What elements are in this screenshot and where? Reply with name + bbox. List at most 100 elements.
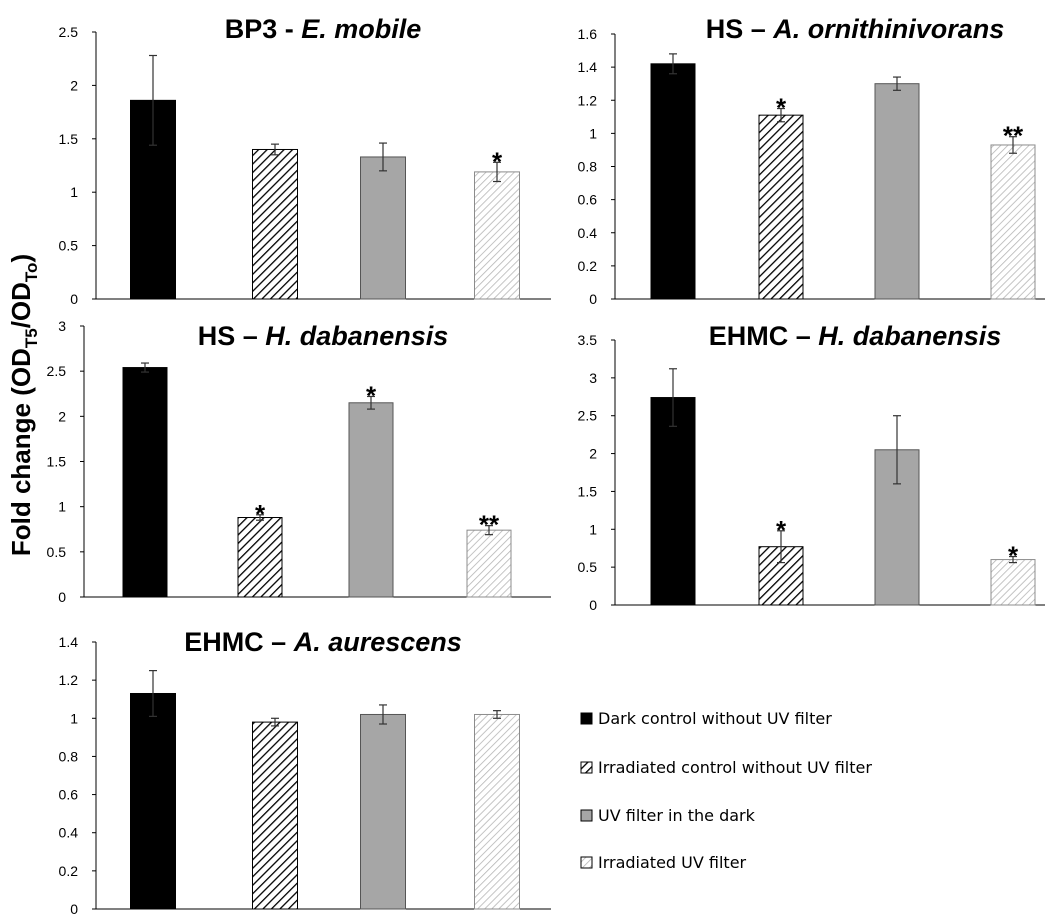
y-tick-label: 0.2 bbox=[59, 863, 79, 879]
bar-irradiated-uv-filter bbox=[474, 171, 520, 300]
error-bar bbox=[1009, 136, 1017, 154]
error-bar bbox=[141, 362, 149, 373]
significance-marker: * bbox=[255, 499, 266, 529]
bar-uv-filter-dark bbox=[874, 83, 920, 300]
y-tick-label: 1.2 bbox=[59, 672, 79, 688]
bar-irradiated-control bbox=[252, 148, 298, 300]
error-bar bbox=[893, 415, 901, 485]
bar-uv-filter-dark bbox=[348, 402, 394, 598]
y-tick-label: 0.4 bbox=[578, 225, 598, 241]
legend-item-irradiated-uv-filter: Irradiated UV filter bbox=[580, 853, 747, 872]
error-bar bbox=[256, 514, 264, 521]
bar-dark-control bbox=[130, 692, 176, 910]
bar-uv-filter-dark bbox=[360, 713, 406, 910]
bar-dark-control bbox=[650, 397, 696, 606]
y-tick-label: 2.5 bbox=[47, 363, 67, 379]
error-bar bbox=[367, 395, 375, 410]
y-tick-label: 0.6 bbox=[59, 787, 79, 803]
y-tick-label: 2.5 bbox=[59, 24, 79, 40]
panel-title: BP3 - E. mobile bbox=[225, 14, 422, 44]
panel-title: EHMC – A. aurescens bbox=[184, 627, 462, 657]
legend-label-uv-filter-dark: UV filter in the dark bbox=[598, 806, 756, 825]
y-tick-label: 3 bbox=[58, 318, 66, 334]
y-tick-label: 2 bbox=[589, 446, 597, 462]
y-tick-label: 0.5 bbox=[59, 238, 79, 254]
significance-marker: * bbox=[1008, 541, 1019, 571]
error-bar bbox=[379, 142, 387, 172]
panel-title: HS – A. ornithinivorans bbox=[706, 14, 1005, 44]
y-tick-label: 1 bbox=[70, 710, 78, 726]
legend-item-uv-filter-dark: UV filter in the dark bbox=[580, 806, 756, 825]
y-tick-label: 2 bbox=[70, 77, 78, 93]
bar-irradiated-control bbox=[252, 721, 298, 910]
y-tick-label: 1 bbox=[70, 184, 78, 200]
error-bar bbox=[149, 670, 157, 717]
significance-marker: * bbox=[366, 380, 377, 410]
error-bar bbox=[149, 54, 157, 146]
error-bar bbox=[777, 107, 785, 123]
y-tick-label: 0 bbox=[589, 291, 597, 307]
bar-irradiated-uv-filter bbox=[474, 713, 520, 910]
y-tick-label: 1.5 bbox=[59, 131, 79, 147]
error-bar bbox=[893, 76, 901, 91]
error-bar bbox=[777, 530, 785, 564]
bar-irradiated-control bbox=[237, 517, 283, 598]
y-tick-label: 3 bbox=[589, 370, 597, 386]
y-tick-label: 0.4 bbox=[59, 825, 79, 841]
y-tick-label: 1 bbox=[589, 521, 597, 537]
y-tick-label: 2.5 bbox=[578, 408, 598, 424]
y-tick-label: 0.8 bbox=[578, 159, 598, 175]
significance-marker: * bbox=[776, 93, 787, 123]
legend-label-dark-control: Dark control without UV filter bbox=[598, 709, 832, 728]
significance-marker: ** bbox=[1003, 121, 1024, 151]
y-tick-label: 0 bbox=[70, 291, 78, 307]
y-tick-label: 1.5 bbox=[578, 483, 598, 499]
legend-label-irradiated-uv-filter: Irradiated UV filter bbox=[598, 853, 747, 872]
error-bar bbox=[669, 53, 677, 75]
y-tick-label: 1.4 bbox=[578, 59, 598, 75]
y-tick-label: 0 bbox=[589, 597, 597, 613]
y-tick-label: 0.2 bbox=[578, 258, 598, 274]
error-bar bbox=[493, 710, 501, 719]
y-tick-label: 1.6 bbox=[578, 26, 598, 42]
error-bar bbox=[271, 717, 279, 727]
y-tick-label: 1.2 bbox=[578, 92, 598, 108]
chart-panel-1: BP3 - E. mobile 0 0.5 1 1.5 2 2.5 * bbox=[59, 14, 551, 307]
y-axis-label: Fold change (ODT5/ODTo) bbox=[6, 254, 41, 556]
y-tick-label: 0.6 bbox=[578, 192, 598, 208]
error-bar bbox=[271, 143, 279, 156]
chart-panel-5: EHMC – A. aurescens 0 0.2 0.4 0.6 0.8 1 1.2 1.4 bbox=[59, 627, 551, 914]
bar-dark-control bbox=[122, 367, 168, 598]
significance-marker: ** bbox=[479, 510, 500, 540]
y-tick-label: 1 bbox=[58, 499, 66, 515]
bar-irradiated-uv-filter bbox=[466, 529, 512, 598]
legend-swatch-dark-control bbox=[580, 712, 593, 725]
panel-title: EHMC – H. dabanensis bbox=[709, 321, 1002, 351]
y-tick-label: 1 bbox=[589, 125, 597, 141]
legend-item-irradiated-control: Irradiated control without UV filter bbox=[580, 758, 872, 777]
bar-irradiated-uv-filter bbox=[990, 144, 1036, 300]
chart-panel-2: HS – A. ornithinivorans 0 0.2 0.4 0.6 0.8 1 1.2… bbox=[578, 14, 1045, 307]
error-bar bbox=[493, 161, 501, 183]
legend-swatch-irradiated-control bbox=[580, 761, 593, 774]
legend-label-irradiated-control: Irradiated control without UV filter bbox=[598, 758, 872, 777]
y-tick-label: 0.5 bbox=[47, 544, 67, 560]
y-tick-label: 3.5 bbox=[578, 332, 598, 348]
bar-dark-control bbox=[650, 63, 696, 300]
bar-irradiated-uv-filter bbox=[990, 559, 1036, 606]
bar-uv-filter-dark bbox=[360, 156, 406, 300]
legend-swatch-irradiated-uv-filter bbox=[580, 856, 593, 869]
legend: Dark control without UV filter Irradiate… bbox=[580, 709, 872, 872]
error-bar bbox=[379, 704, 387, 725]
error-bar bbox=[669, 368, 677, 427]
y-tick-label: 0.8 bbox=[59, 748, 79, 764]
error-bar bbox=[485, 525, 493, 536]
y-tick-label: 0 bbox=[70, 901, 78, 914]
bar-irradiated-control bbox=[758, 114, 804, 300]
y-tick-label: 1.4 bbox=[59, 634, 79, 650]
legend-item-dark-control: Dark control without UV filter bbox=[580, 709, 832, 728]
significance-marker: * bbox=[776, 515, 787, 545]
